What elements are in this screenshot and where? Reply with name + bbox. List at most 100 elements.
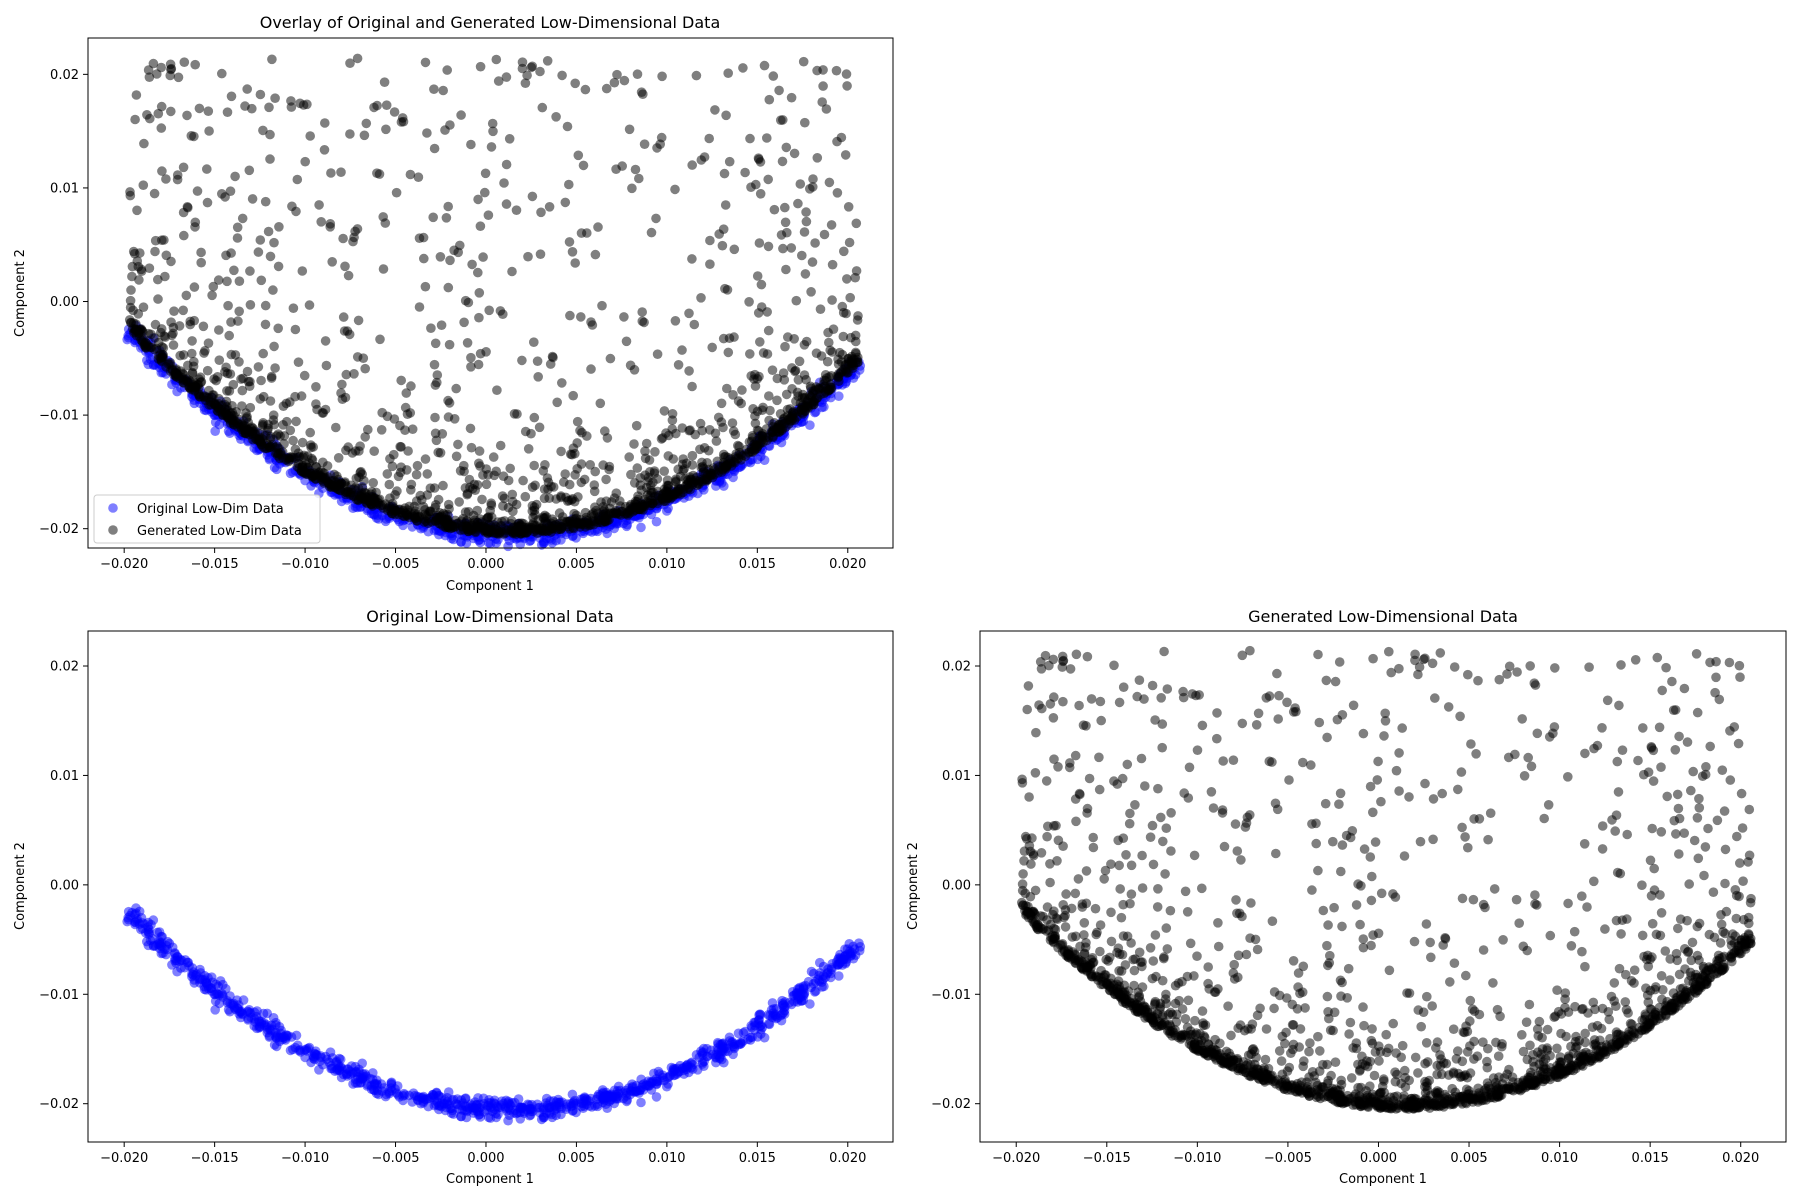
generated-point (229, 265, 239, 276)
generated-point (455, 466, 466, 476)
generated-point (601, 474, 611, 485)
generated-point (578, 160, 589, 171)
generated-point (321, 360, 332, 371)
generated-point (1494, 674, 1505, 685)
original-point (171, 958, 181, 968)
generated-point (1629, 965, 1640, 975)
generated-point (667, 409, 678, 419)
generated-point (800, 117, 810, 128)
generated-point (810, 385, 821, 395)
generated-point (501, 159, 512, 170)
generated-point (226, 317, 236, 327)
generated-point (381, 124, 391, 135)
generated-point (456, 110, 466, 120)
generated-point (755, 337, 765, 347)
generated-point (167, 330, 177, 341)
generated-point (523, 444, 534, 454)
generated-point (396, 442, 406, 452)
generated-point (260, 300, 271, 311)
generated-point (247, 428, 258, 439)
generated-point (1637, 930, 1648, 941)
generated-point (523, 251, 533, 262)
original-point (546, 535, 557, 545)
generated-point (196, 247, 206, 258)
generated-point (1096, 715, 1106, 726)
generated-point (175, 350, 185, 361)
generated-point (187, 348, 197, 359)
generated-point (1560, 988, 1571, 998)
generated-point (1620, 997, 1631, 1007)
generated-point (359, 475, 369, 486)
generated-point (651, 213, 661, 224)
original-point (636, 1097, 646, 1108)
generated-point (501, 72, 512, 82)
generated-point (345, 58, 355, 68)
generated-point (529, 412, 540, 423)
original-title: Original Low-Dimensional Data (366, 607, 614, 626)
generated-point (757, 429, 768, 439)
generated-point (640, 446, 650, 457)
generated-point (1539, 813, 1549, 824)
generated-point (1579, 839, 1590, 849)
generated-point (750, 381, 761, 391)
generated-point (1345, 1017, 1356, 1028)
generated-point (512, 409, 522, 419)
original-point (380, 1091, 391, 1102)
legend-marker-original (108, 503, 118, 513)
generated-point (1313, 649, 1323, 660)
generated-point (340, 261, 350, 272)
generated-point (769, 204, 780, 215)
generated-point (1180, 1014, 1191, 1024)
generated-point (1542, 1024, 1553, 1035)
generated-point (208, 390, 219, 400)
generated-point (1679, 683, 1690, 694)
generated-point (153, 294, 163, 304)
generated-point (848, 360, 859, 371)
generated-point (590, 249, 601, 260)
generated-point (730, 429, 741, 440)
generated-point (795, 179, 806, 189)
generated-point (385, 454, 395, 464)
generated-point (469, 479, 480, 490)
generated-point (350, 446, 361, 456)
generated-point (507, 266, 517, 277)
generated-point (1213, 918, 1223, 928)
generated-point (1428, 834, 1438, 845)
generated-point (740, 167, 750, 178)
generated-point (135, 325, 145, 335)
generated-point (817, 97, 827, 107)
generated-point (1689, 835, 1700, 846)
generated-point (1322, 991, 1333, 1002)
generated-point (1409, 936, 1420, 947)
original-point (471, 1099, 482, 1110)
generated-point (1478, 1037, 1488, 1047)
generated-point (194, 103, 205, 114)
generated-point (1183, 995, 1194, 1006)
generated-point (609, 77, 620, 88)
generated-point (1137, 982, 1148, 992)
overlay-points (122, 53, 866, 552)
generated-point (1692, 813, 1703, 823)
generated-point (1552, 985, 1562, 995)
generated-point (753, 153, 764, 163)
generated-point (542, 473, 553, 483)
generated-point (619, 312, 629, 322)
generated-point (605, 353, 616, 364)
generated-point (1671, 829, 1681, 839)
generated-point (1687, 937, 1698, 948)
generated-point (1391, 765, 1402, 776)
generated-point (744, 297, 754, 307)
generated-point (614, 509, 624, 519)
generated-point (1053, 835, 1064, 846)
generated-point (518, 475, 528, 486)
generated-point (285, 397, 295, 407)
generated-point (478, 252, 488, 262)
generated-point (1230, 819, 1241, 829)
original-point (756, 451, 766, 462)
generated-point (1058, 656, 1068, 667)
generated-point (369, 102, 379, 113)
generated-point (1543, 800, 1554, 810)
generated-point (1492, 1004, 1503, 1015)
generated-point (720, 283, 730, 294)
generated-point (1376, 796, 1386, 807)
